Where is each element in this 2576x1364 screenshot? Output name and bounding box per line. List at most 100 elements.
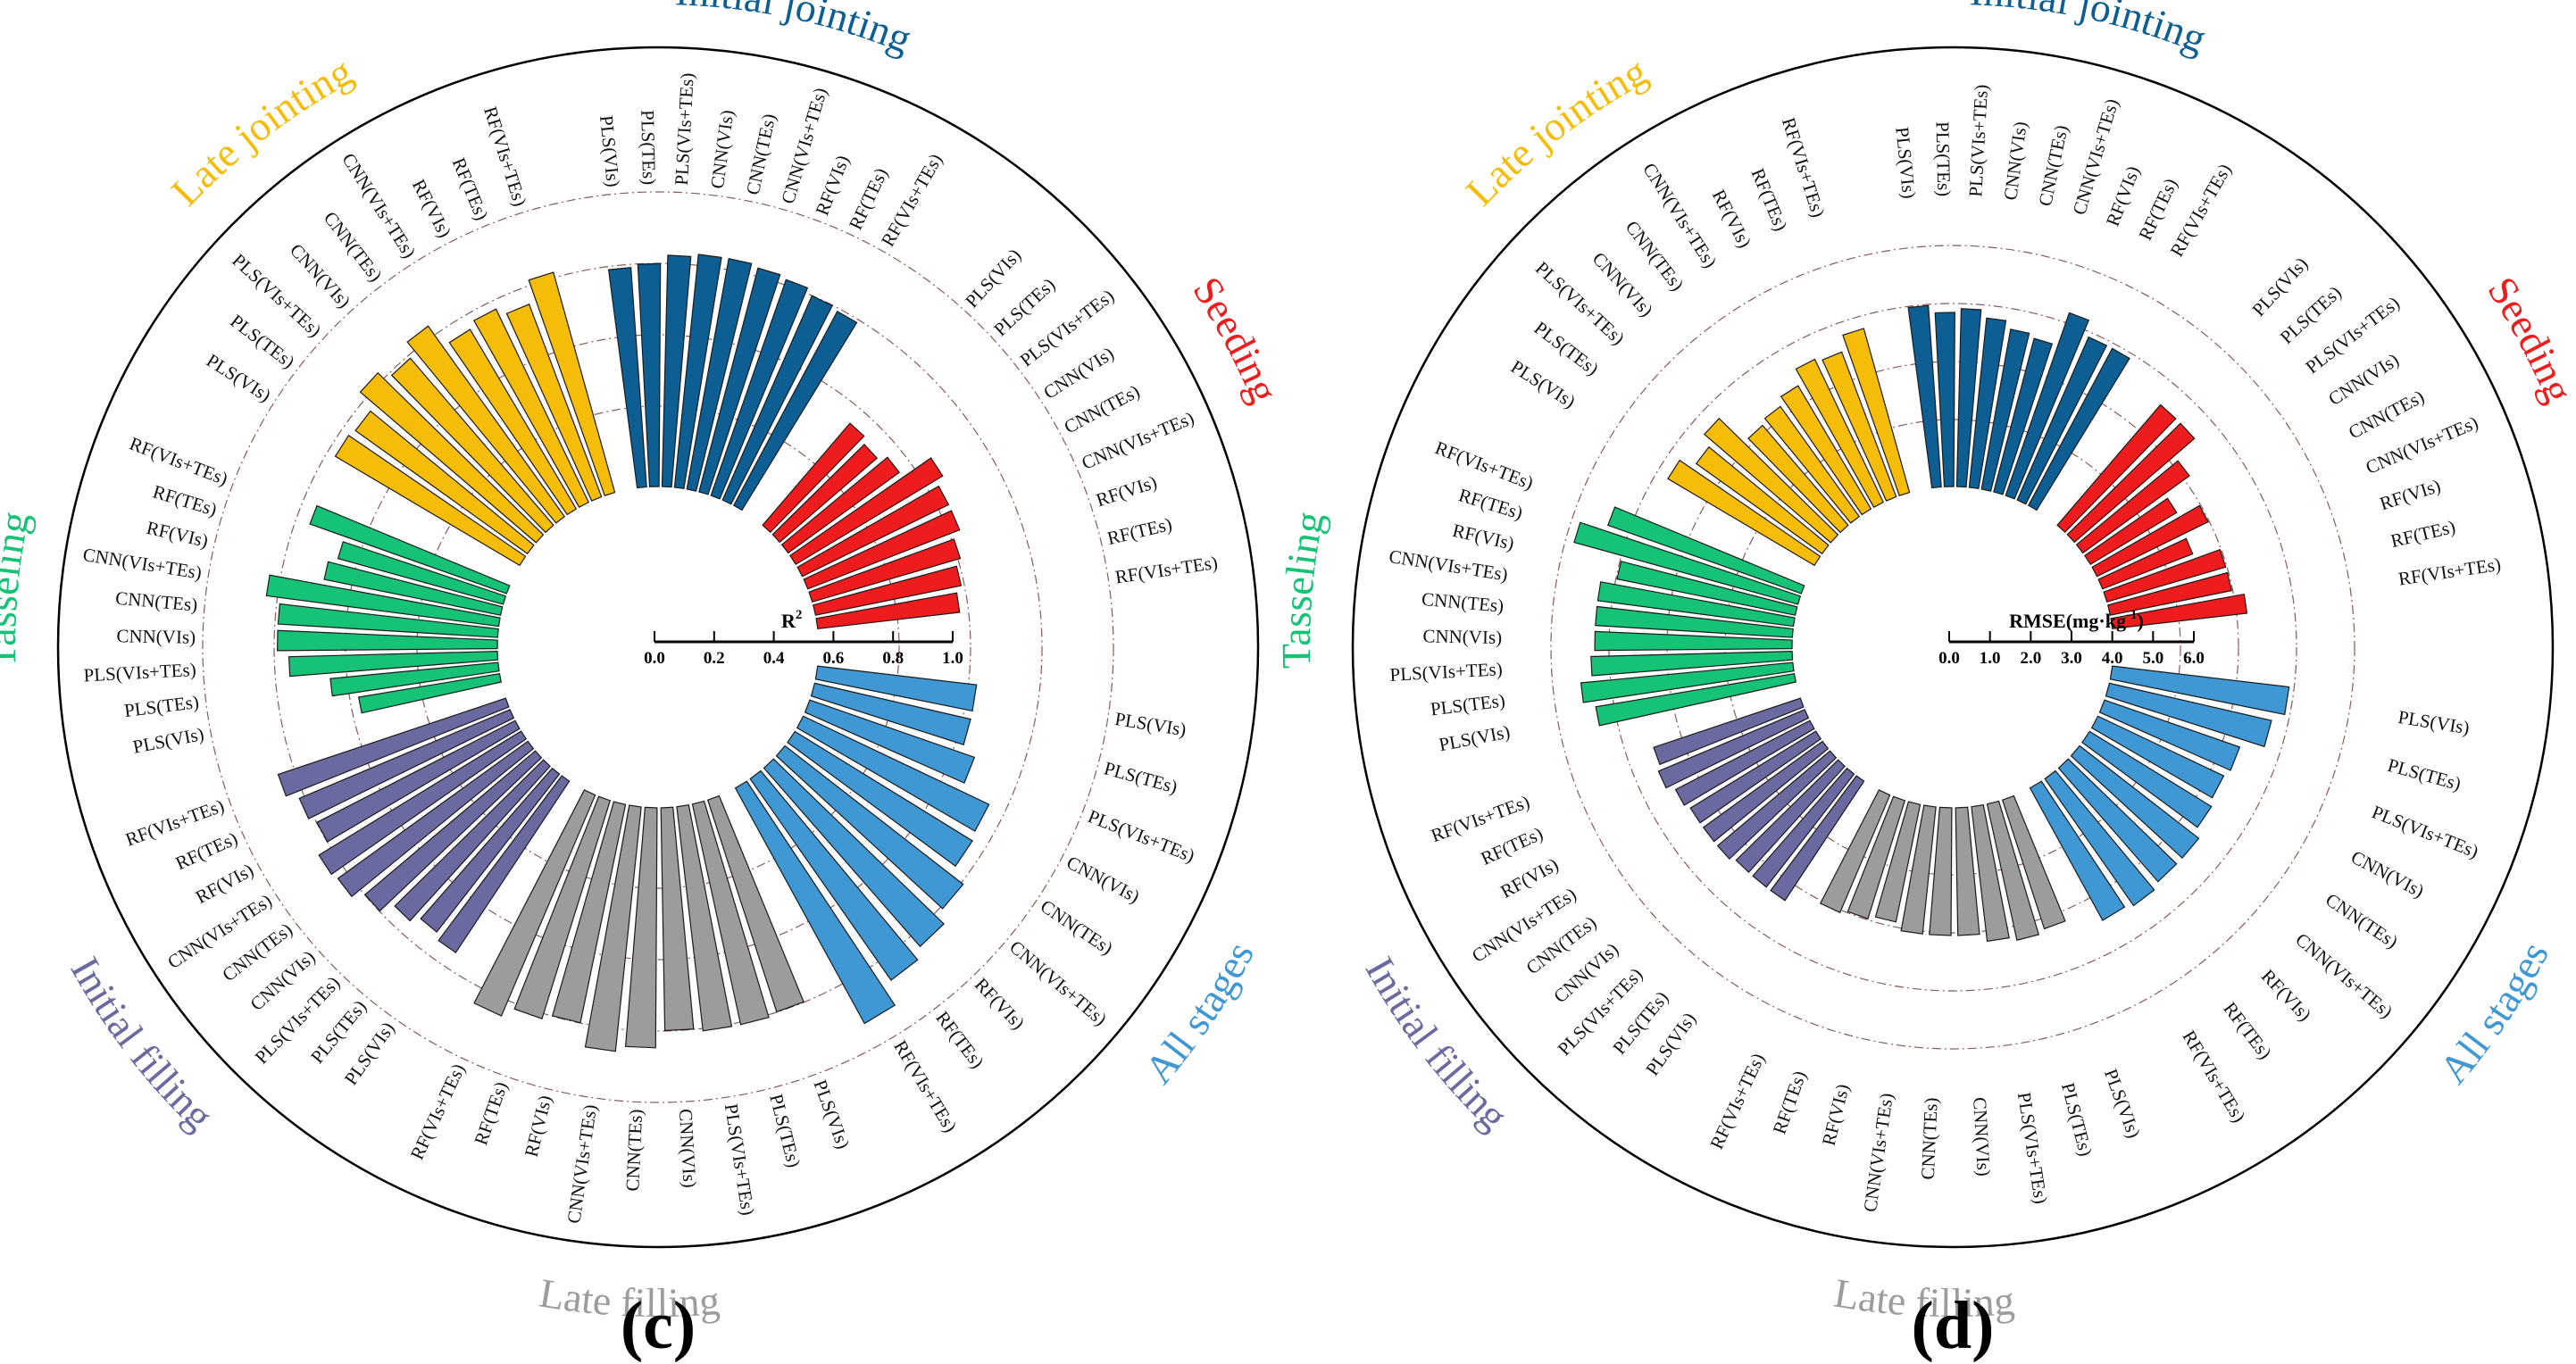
- bar-all-stages-cnn-tes: [2081, 730, 2213, 828]
- category-label-late-filling-pls-tes: PLS(TEs): [765, 1092, 804, 1169]
- panel-label-c: (c): [621, 1288, 696, 1363]
- bar-initial-jointing-cnn-tes: [686, 258, 753, 492]
- axis-title: RMSE(mg·kg-1): [2009, 608, 2144, 632]
- axis-tick-label: 0.0: [1938, 649, 1960, 668]
- bar-all-stages-rf-vis: [763, 758, 945, 948]
- category-label-tasseling-cnn-vis: CNN(VIs): [116, 625, 196, 648]
- category-label-initial-jointing-pls-vis: PLS(VIs): [596, 114, 624, 188]
- category-label-seeding-rf-vis-tes: RF(VIs+TEs): [1113, 552, 1219, 588]
- category-label-initial-jointing-rf-tes: RF(TEs): [845, 164, 892, 233]
- gridline-circle: [202, 191, 1114, 1103]
- bar-seeding-cnn-vis-tes: [2097, 537, 2194, 590]
- outer-ring: [1351, 46, 2555, 1249]
- bar-tasseling-cnn-tes: [277, 603, 499, 638]
- stage-label-initial-jointing: Initial jointing: [1969, 0, 2213, 62]
- bar-initial-jointing-pls-tes: [1934, 312, 1955, 487]
- stage-label-all-stages: All stages: [2430, 935, 2557, 1093]
- bar-seeding-rf-tes: [812, 565, 963, 616]
- axis-tick-label: 4.0: [2102, 649, 2123, 668]
- bar-initial-filling-cnn-vis: [363, 750, 543, 912]
- axis-title: R2: [781, 608, 802, 632]
- bar-late-filling-rf-tes: [1847, 795, 1906, 919]
- bar-late-jointing-rf-vis-tes: [528, 271, 616, 496]
- category-label-late-filling-pls-vis-tes: PLS(VIs+TEs): [2013, 1091, 2052, 1205]
- axis-tick-label: 0.2: [704, 649, 725, 668]
- bar-tasseling-pls-tes: [329, 661, 500, 697]
- category-label-late-filling-cnn-vis-tes: CNN(VIs+TEs): [563, 1103, 601, 1225]
- category-label-tasseling-pls-vis: PLS(VIs): [1438, 720, 1513, 755]
- bar-initial-jointing-cnn-vis: [1968, 317, 2007, 490]
- bar-tasseling-pls-vis: [1595, 672, 1797, 727]
- bar-seeding-cnn-vis: [2084, 497, 2178, 566]
- bar-initial-jointing-pls-tes: [637, 262, 662, 487]
- bar-initial-filling-rf-vis: [316, 719, 521, 843]
- category-label-initial-jointing-pls-tes: PLS(TEs): [1931, 121, 1955, 197]
- panel-c-r2: PLS(VIs)PLS(TEs)PLS(VIs+TEs)CNN(VIs)CNN(…: [0, 0, 1288, 1326]
- category-label-all-stages-pls-vis: PLS(VIs): [1113, 708, 1188, 740]
- category-label-initial-jointing-cnn-tes: CNN(TEs): [2034, 123, 2072, 208]
- category-label-initial-jointing-rf-vis: RF(VIs): [811, 153, 853, 219]
- bar-initial-filling-pls-vis-tes: [394, 759, 551, 922]
- bar-tasseling-cnn-vis: [1594, 630, 1793, 652]
- bar-late-filling-cnn-vis-tes: [1900, 804, 1937, 935]
- axis-tick-label: 0.4: [763, 649, 785, 668]
- bar-late-jointing-rf-vis: [1795, 358, 1885, 508]
- category-label-tasseling-pls-vis-tes: PLS(VIs+TEs): [83, 659, 196, 686]
- axis-tick-label: 0.6: [823, 649, 845, 668]
- category-label-tasseling-cnn-vis-tes: CNN(VIs+TEs): [81, 544, 203, 584]
- axis-tick-label: 0.8: [882, 649, 904, 668]
- category-label-late-filling-pls-vis-tes: PLS(VIs+TEs): [721, 1102, 759, 1217]
- category-label-late-jointing-rf-vis-tes: RF(VIs+TEs): [479, 104, 531, 209]
- bar-seeding-rf-vis-tes: [2110, 593, 2248, 630]
- category-label-initial-jointing-rf-vis-tes: RF(VIs+TEs): [877, 150, 946, 250]
- category-label-late-jointing-pls-vis: PLS(VIs): [1507, 355, 1580, 412]
- stage-label-initial-filling: Initial filling: [63, 950, 222, 1139]
- bar-initial-filling-rf-vis: [1674, 719, 1815, 806]
- category-label-initial-jointing-pls-vis-tes: PLS(VIs+TEs): [671, 72, 698, 186]
- bar-tasseling-cnn-vis-tes: [1596, 581, 1796, 628]
- bar-initial-jointing-rf-vis-tes: [732, 310, 858, 512]
- bar-all-stages-rf-vis-tes: [2029, 780, 2126, 921]
- bar-tasseling-cnn-tes: [1595, 605, 1794, 638]
- category-label-tasseling-rf-vis-tes: RF(VIs+TEs): [127, 433, 231, 490]
- category-label-tasseling-cnn-tes: CNN(TEs): [1421, 588, 1505, 617]
- category-label-tasseling-cnn-tes: CNN(TEs): [114, 587, 198, 616]
- bar-initial-jointing-pls-vis-tes: [661, 254, 692, 488]
- bar-late-jointing-rf-tes: [505, 304, 603, 502]
- bar-seeding-rf-vis-tes: [815, 592, 961, 630]
- bar-late-jointing-rf-vis: [472, 308, 590, 508]
- bar-initial-jointing-pls-vis: [1907, 304, 1942, 489]
- category-label-tasseling-cnn-vis-tes: CNN(VIs+TEs): [1388, 545, 1509, 586]
- bar-all-stages-rf-tes: [749, 769, 919, 981]
- category-label-all-stages-pls-vis-tes: PLS(VIs+TEs): [2369, 801, 2481, 862]
- category-label-late-filling-rf-vis: RF(VIs): [1818, 1082, 1854, 1148]
- bar-seeding-pls-vis: [2056, 403, 2177, 534]
- bar-initial-jointing-rf-tes: [2016, 336, 2108, 505]
- bar-initial-jointing-rf-vis: [710, 279, 809, 500]
- category-label-seeding-rf-tes: RF(TEs): [2388, 516, 2457, 552]
- category-label-all-stages-rf-vis-tes: RF(VIs+TEs): [889, 1036, 961, 1135]
- bar-late-filling-pls-vis-tes: [676, 804, 733, 1032]
- bar-seeding-rf-tes: [2106, 571, 2233, 616]
- bar-seeding-pls-tes: [2066, 422, 2196, 544]
- bar-initial-filling-rf-tes: [298, 709, 515, 819]
- bar-late-filling-rf-vis-tes: [473, 789, 596, 1017]
- bar-all-stages-pls-vis-tes: [804, 699, 976, 784]
- category-label-seeding-rf-tes: RF(TEs): [1105, 513, 1174, 549]
- stage-label-late-jointing: Late jointing: [1457, 48, 1655, 214]
- bar-late-jointing-cnn-vis: [1747, 424, 1849, 534]
- category-label-all-stages-cnn-tes: CNN(TEs): [2322, 889, 2402, 952]
- bar-initial-filling-pls-vis-tes: [1735, 759, 1846, 874]
- bar-initial-jointing-rf-vis: [2005, 312, 2090, 500]
- category-label-initial-jointing-cnn-vis: CNN(VIs): [706, 109, 738, 190]
- bar-late-filling-cnn-tes: [1929, 806, 1953, 936]
- bar-tasseling-rf-vis: [1616, 561, 1798, 616]
- bar-late-filling-cnn-vis-tes: [584, 804, 642, 1052]
- bar-tasseling-pls-vis-tes: [288, 651, 499, 678]
- category-label-seeding-rf-vis: RF(VIs): [1094, 471, 1160, 512]
- category-label-late-filling-rf-vis-tes: RF(VIs+TEs): [1705, 1050, 1769, 1152]
- bar-seeding-pls-vis-tes: [2075, 460, 2190, 554]
- category-label-late-filling-pls-vis: PLS(VIs): [809, 1077, 854, 1152]
- bar-all-stages-rf-vis-tes: [734, 780, 896, 1025]
